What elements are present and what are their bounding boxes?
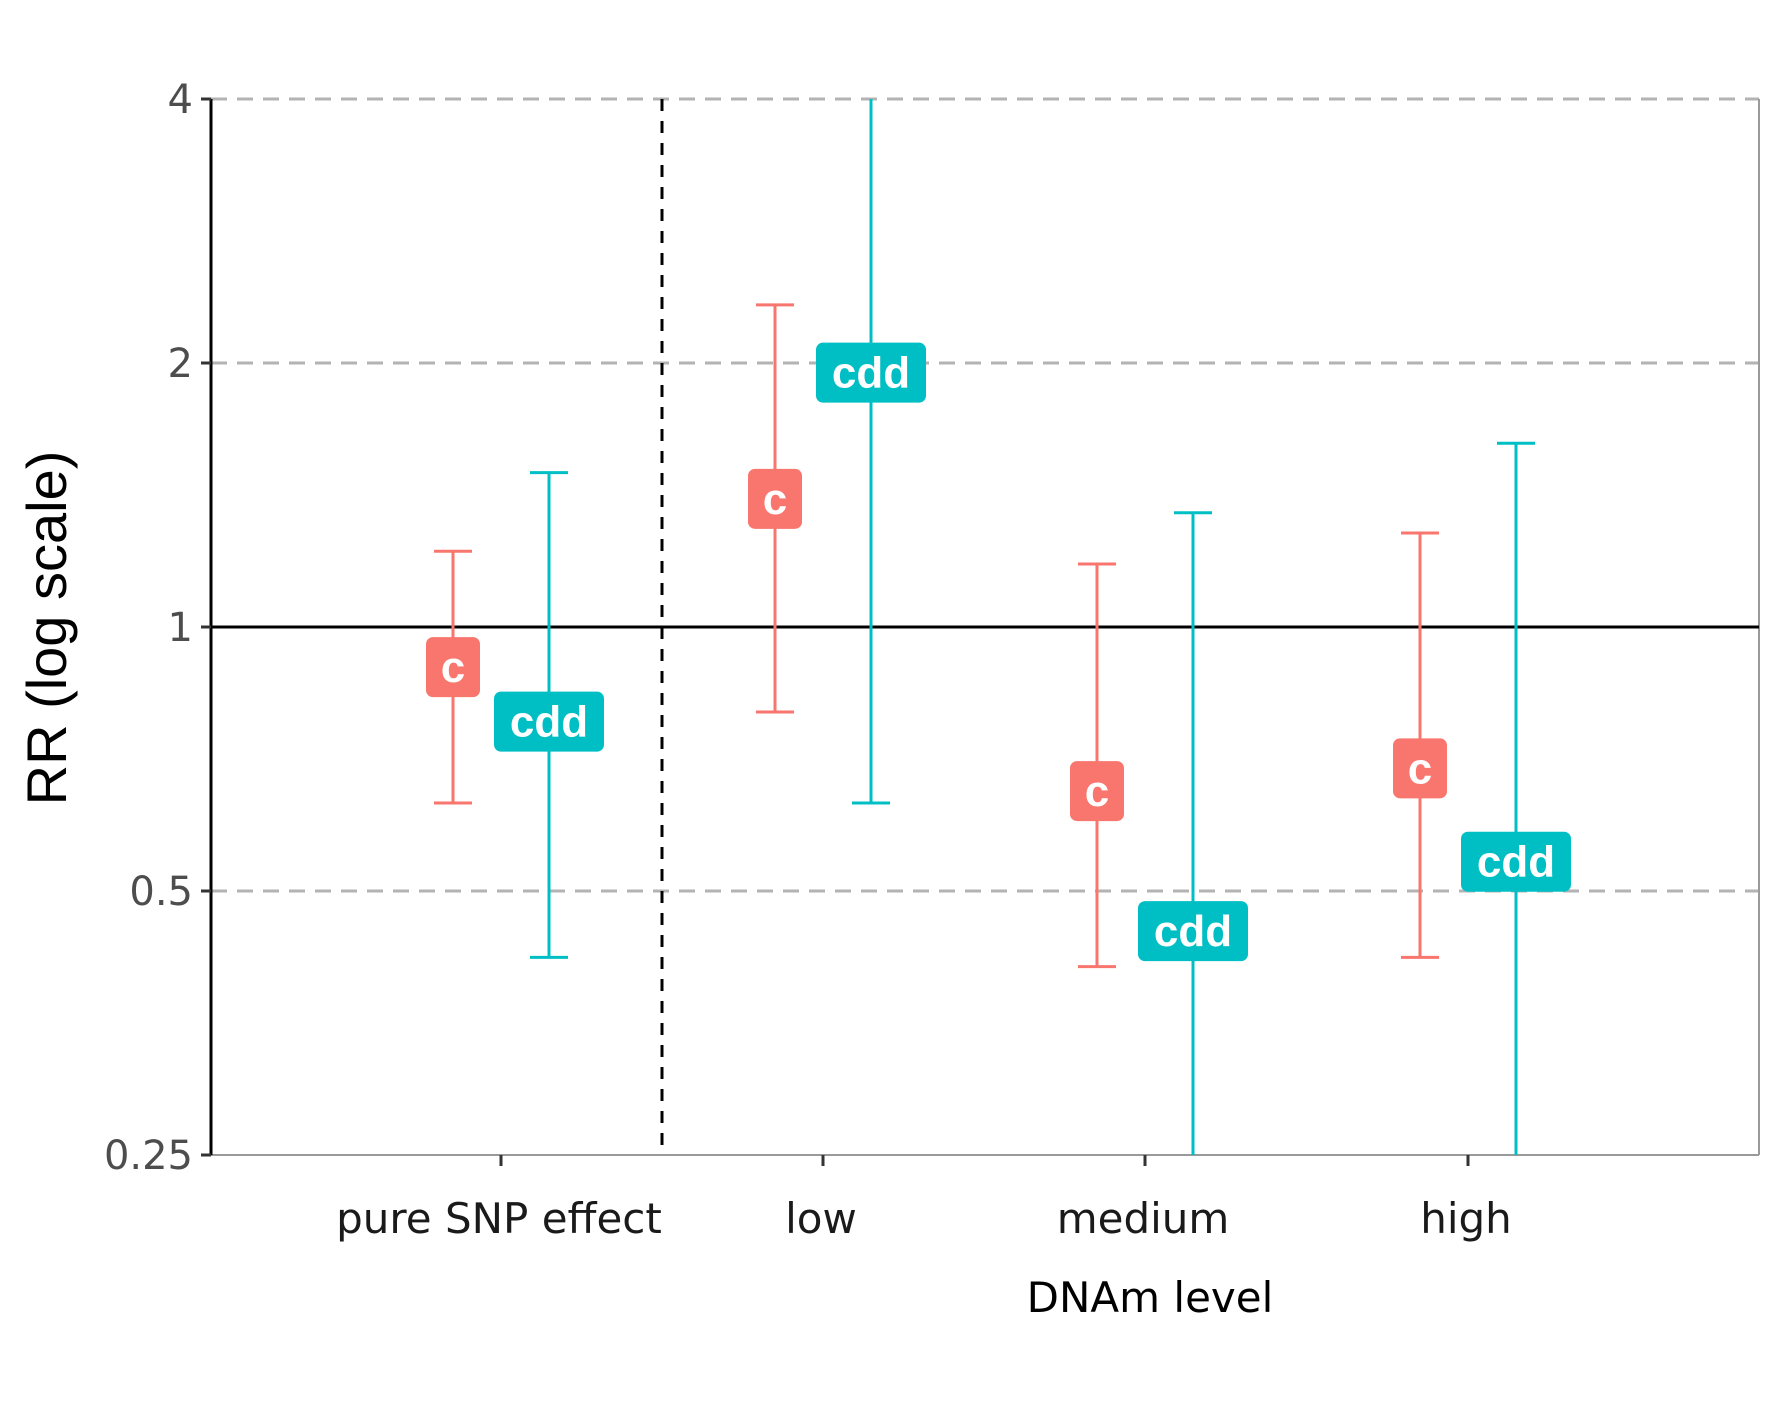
point-label-c: c <box>748 468 802 529</box>
point-label-box <box>1138 901 1248 962</box>
point-label-c: c <box>1393 738 1447 799</box>
y-axis-title: RR (log scale) <box>15 451 78 806</box>
point-label-text: cdd <box>510 698 588 747</box>
point-label-cdd: cdd <box>494 691 604 752</box>
point-label-box <box>1461 831 1571 892</box>
error-bar <box>852 99 890 805</box>
point-label-cdd: cdd <box>1138 901 1248 962</box>
y-tick-label: 2 <box>168 341 193 387</box>
point-label-box <box>816 342 926 403</box>
point-label-cdd: cdd <box>816 342 926 403</box>
point-label-cdd: cdd <box>1461 831 1571 892</box>
y-tick-label: 4 <box>168 77 193 123</box>
y-tick-label: 0.5 <box>129 869 193 915</box>
y-tick-label: 0.25 <box>104 1133 193 1179</box>
x-tick-label: pure SNP effect <box>336 1194 662 1243</box>
point-label-text: c <box>763 475 787 524</box>
x-tick-label: medium <box>1057 1194 1230 1243</box>
point-label-text: cdd <box>832 349 910 398</box>
plot-frame <box>209 99 1760 1156</box>
x-tick-label: high <box>1420 1194 1512 1243</box>
x-axis-ticks: pure SNP effect low medium high <box>336 1155 1512 1243</box>
point-label-text: cdd <box>1154 907 1232 956</box>
point-label-box <box>1393 738 1447 799</box>
point-label-box <box>426 637 480 698</box>
point-label-box <box>748 468 802 529</box>
point-label-box <box>1070 761 1124 822</box>
point-label-c: c <box>426 637 480 698</box>
point-label-c: c <box>1070 761 1124 822</box>
point-label-text: c <box>441 643 465 692</box>
point-label-text: c <box>1085 767 1109 816</box>
point-label-text: cdd <box>1477 838 1555 887</box>
point-label-text: c <box>1408 744 1432 793</box>
error-bar <box>1174 511 1212 1155</box>
point-label-box <box>494 691 604 752</box>
x-tick-label: low <box>785 1194 857 1243</box>
y-axis-ticks: 0.25 0.5 1 2 4 <box>104 77 211 1179</box>
x-axis-title: DNAm level <box>1027 1273 1274 1322</box>
grid-lines <box>211 97 1759 893</box>
error-bar <box>1497 441 1535 1155</box>
y-tick-label: 1 <box>168 605 193 651</box>
